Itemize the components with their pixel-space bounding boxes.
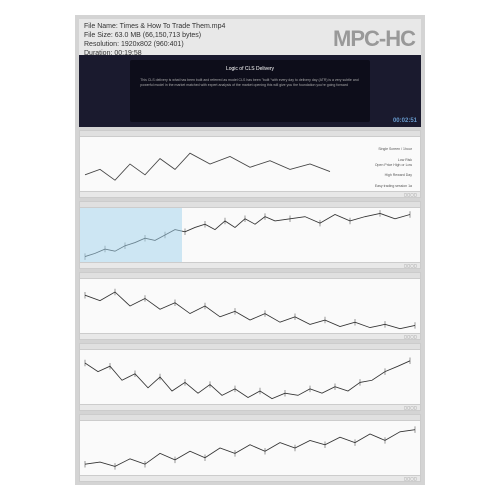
- file-size-value: 63.0 MB (66,150,713 bytes): [115, 32, 201, 39]
- file-info-header: File Name: Times & How To Trade Them.mp4…: [79, 19, 421, 55]
- chart-panel-1[interactable]: ◻◻◻◻: [79, 201, 421, 269]
- price-chart: [80, 421, 420, 475]
- chart-body: [80, 208, 420, 262]
- chart-panel-4[interactable]: ◻◻◻◻: [79, 414, 421, 482]
- video-slide: Logic of CLS Delivery This CLS delivery …: [130, 60, 369, 121]
- chart-panel-0[interactable]: Single Screen / 1hour Low RiskOpen Price…: [79, 130, 421, 198]
- chart-panel-3[interactable]: ◻◻◻◻: [79, 343, 421, 411]
- chart-panel-2[interactable]: ◻◻◻◻: [79, 272, 421, 340]
- mpc-hc-logo: MPC-HC: [333, 25, 415, 54]
- resolution-value: 1920x802 (960:401): [121, 41, 184, 48]
- video-thumbnail[interactable]: Logic of CLS Delivery This CLS delivery …: [79, 55, 421, 127]
- chart-body: [80, 350, 420, 404]
- chart-footer: ◻◻◻◻: [80, 475, 420, 481]
- screenshot-container: File Name: Times & How To Trade Them.mp4…: [75, 15, 425, 485]
- chart-footer: ◻◻◻◻: [80, 404, 420, 410]
- chart-info-panel: Single Screen / 1hour Low RiskOpen Price…: [352, 147, 412, 189]
- price-chart: [80, 350, 420, 404]
- chart-highlight-region: [80, 208, 182, 262]
- chart-body: Single Screen / 1hour Low RiskOpen Price…: [80, 137, 420, 191]
- video-slide-title: Logic of CLS Delivery: [140, 66, 359, 72]
- resolution-label: Resolution:: [84, 41, 119, 48]
- video-slide-text: This CLS delivery is what has been built…: [140, 78, 359, 88]
- file-name-label: File Name:: [84, 23, 118, 30]
- file-name-value: Times & How To Trade Them.mp4: [120, 23, 226, 30]
- video-timestamp: 00:02:51: [393, 118, 417, 124]
- chart-footer: ◻◻◻◻: [80, 262, 420, 268]
- file-size-label: File Size:: [84, 32, 113, 39]
- price-chart: [80, 279, 420, 333]
- chart-footer: ◻◻◻◻: [80, 333, 420, 339]
- chart-body: [80, 421, 420, 475]
- chart-footer: ◻◻◻◻: [80, 191, 420, 197]
- chart-body: [80, 279, 420, 333]
